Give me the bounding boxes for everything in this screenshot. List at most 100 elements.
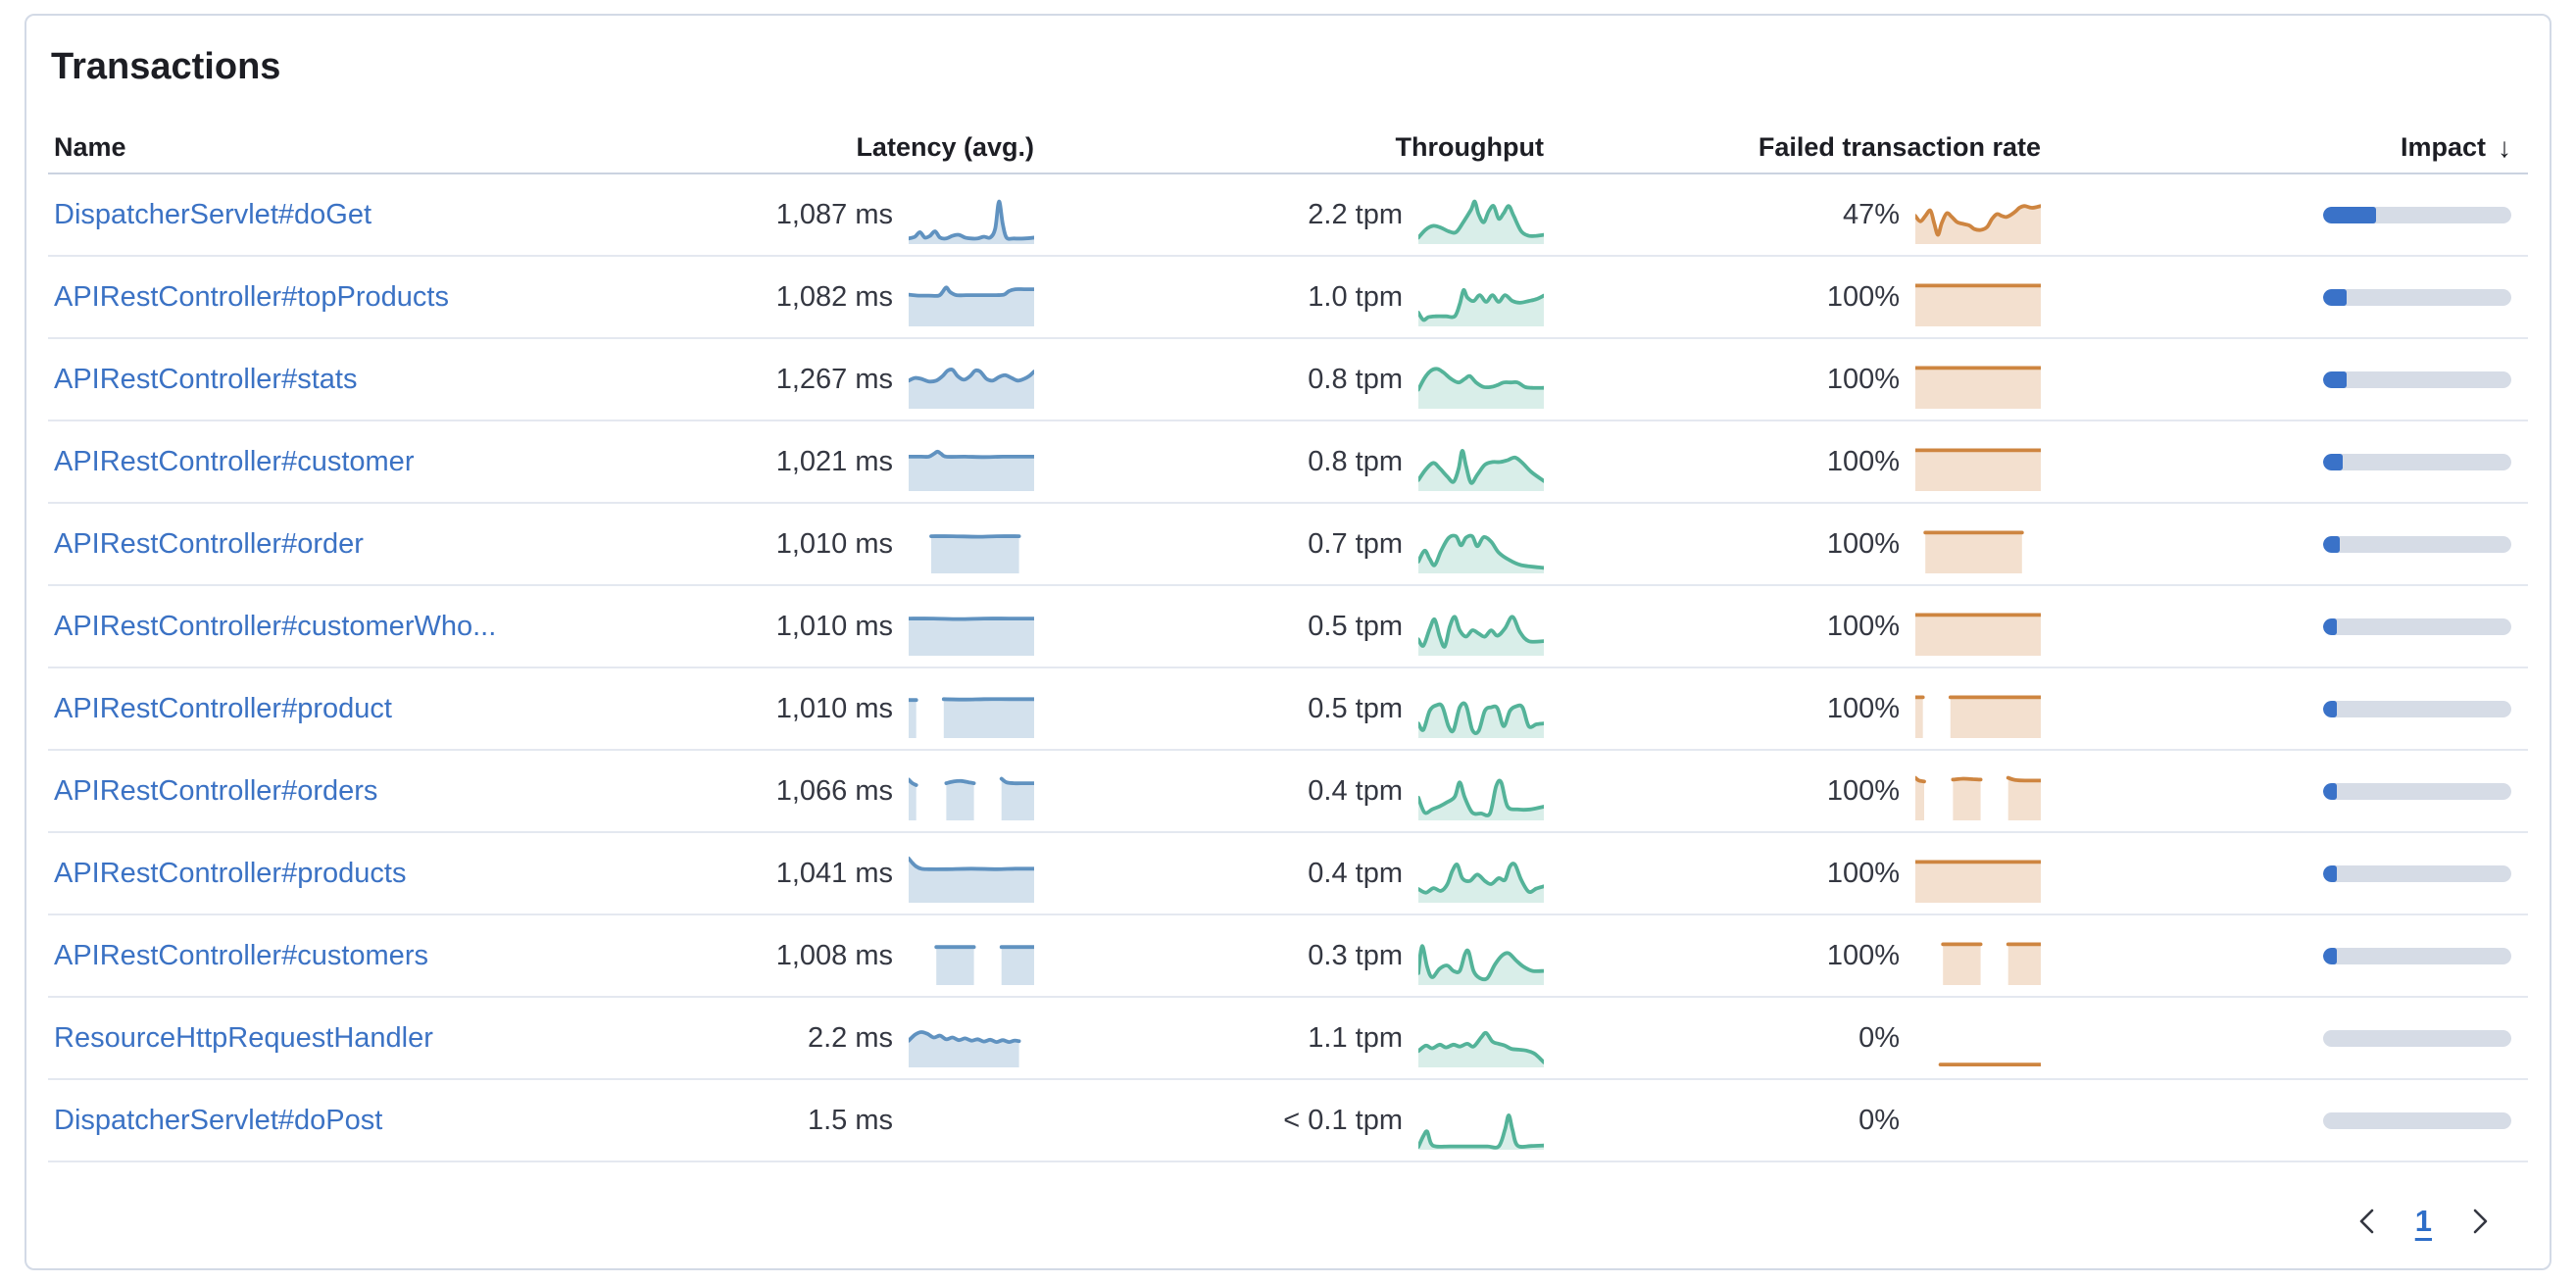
impact-bar-fill — [2323, 700, 2337, 717]
impact-cell — [2051, 947, 2528, 964]
latency-sparkline — [909, 449, 1034, 491]
transaction-link[interactable]: APIRestController#topProducts — [54, 280, 449, 313]
table-row: APIRestController#stats 1,267 ms 0.8 tpm 10… — [48, 339, 2528, 421]
column-header-failed[interactable]: Failed transaction rate — [1549, 132, 2051, 163]
metric-value: 0.3 tpm — [1308, 939, 1403, 971]
latency-sparkline — [909, 856, 1034, 903]
table-row: APIRestController#customer 1,021 ms 0.8 tp… — [48, 421, 2528, 504]
throughput-cell: 0.5 tpm — [1039, 602, 1549, 656]
table-row: APIRestController#product 1,010 ms 0.5 tpm… — [48, 668, 2528, 751]
failed-rate-sparkline — [1941, 942, 2041, 985]
column-header-impact[interactable]: Impact ↓ — [2051, 131, 2528, 163]
transaction-name-cell: APIRestController#stats — [48, 364, 608, 396]
throughput-cell: 0.7 tpm — [1039, 519, 1549, 573]
next-page-button[interactable] — [2461, 1201, 2499, 1242]
transaction-link[interactable]: APIRestController#product — [54, 692, 392, 724]
table-row: APIRestController#topProducts 1,082 ms 1.0… — [48, 257, 2528, 339]
impact-bar-fill — [2323, 288, 2347, 306]
table-row: APIRestController#customerWho... 1,010 ms… — [48, 586, 2528, 668]
impact-cell — [2051, 288, 2528, 306]
latency-cell: 1,010 ms — [608, 519, 1039, 573]
throughput-sparkline — [1418, 1030, 1544, 1067]
latency-cell: 1,010 ms — [608, 684, 1039, 738]
throughput-cell: 0.3 tpm — [1039, 931, 1549, 985]
transaction-link[interactable]: DispatcherServlet#doPost — [54, 1104, 383, 1136]
transaction-name-cell: APIRestController#topProducts — [48, 281, 608, 314]
latency-sparkline — [909, 776, 1034, 820]
throughput-sparkline — [1418, 448, 1544, 491]
transaction-link[interactable]: APIRestController#customer — [54, 445, 415, 477]
failed-rate-cell: 47% — [1549, 190, 2051, 244]
transaction-link[interactable]: APIRestController#stats — [54, 363, 358, 395]
metric-value: 2.2 ms — [807, 1021, 893, 1054]
table-row: APIRestController#orders 1,066 ms 0.4 tpm 1… — [48, 751, 2528, 833]
transaction-name-cell: ResourceHttpRequestHandler — [48, 1022, 608, 1055]
transaction-name-cell: APIRestController#customer — [48, 446, 608, 478]
impact-cell — [2051, 1029, 2528, 1047]
failed-rate-cell: 100% — [1549, 849, 2051, 903]
impact-bar-fill — [2323, 864, 2337, 882]
column-header-label: Failed transaction rate — [1758, 131, 2041, 162]
impact-bar — [2323, 1029, 2511, 1047]
column-header-label: Name — [54, 131, 126, 162]
impact-bar-fill — [2323, 617, 2337, 635]
page-number-1[interactable]: 1 — [2414, 1204, 2432, 1238]
throughput-sparkline — [1418, 199, 1544, 244]
impact-cell — [2051, 206, 2528, 223]
failed-rate-cell: 0% — [1549, 1013, 2051, 1066]
latency-cell: 1.5 ms — [608, 1096, 1039, 1145]
impact-bar — [2323, 782, 2511, 800]
previous-page-button[interactable] — [2349, 1201, 2386, 1242]
transaction-link[interactable]: APIRestController#products — [54, 857, 407, 889]
table-row: ResourceHttpRequestHandler 2.2 ms 1.1 tpm 0… — [48, 998, 2528, 1080]
transaction-link[interactable]: APIRestController#customers — [54, 939, 428, 971]
transactions-table: Name Latency (avg.) Throughput Failed trans… — [48, 122, 2528, 1162]
impact-cell — [2051, 535, 2528, 553]
transaction-link[interactable]: ResourceHttpRequestHandler — [54, 1021, 433, 1054]
impact-bar-fill — [2323, 453, 2343, 470]
transaction-link[interactable]: APIRestController#customerWho... — [54, 610, 497, 642]
latency-sparkline — [909, 285, 1034, 326]
latency-cell: 1,066 ms — [608, 766, 1039, 820]
throughput-sparkline — [1418, 701, 1544, 738]
throughput-sparkline — [1418, 778, 1544, 820]
metric-value: 0.4 tpm — [1308, 857, 1403, 889]
transaction-link[interactable]: DispatcherServlet#doGet — [54, 198, 372, 230]
throughput-cell: 0.5 tpm — [1039, 684, 1549, 738]
latency-cell: 1,010 ms — [608, 602, 1039, 656]
impact-bar — [2323, 947, 2511, 964]
failed-rate-sparkline — [1915, 283, 2041, 326]
latency-sparkline-empty — [909, 1101, 1034, 1150]
metric-value: 0% — [1858, 1104, 1900, 1136]
impact-cell — [2051, 700, 2528, 717]
metric-value: 1,010 ms — [775, 692, 893, 724]
table-row: DispatcherServlet#doGet 1,087 ms 2.2 tpm 47… — [48, 174, 2528, 257]
impact-cell — [2051, 453, 2528, 470]
pagination: 1 — [48, 1162, 2528, 1280]
metric-value: 1,041 ms — [775, 857, 893, 889]
column-header-name[interactable]: Name — [48, 132, 608, 163]
latency-sparkline — [934, 945, 1034, 985]
impact-bar-fill — [2323, 370, 2347, 388]
column-header-label: Impact — [2400, 132, 2486, 162]
metric-value: 1,021 ms — [775, 445, 893, 477]
metric-value: 100% — [1826, 610, 1900, 642]
transaction-link[interactable]: APIRestController#orders — [54, 774, 378, 807]
failed-rate-cell: 100% — [1549, 519, 2051, 573]
metric-value: 100% — [1826, 939, 1900, 971]
impact-bar-fill — [2323, 782, 2337, 800]
column-header-throughput[interactable]: Throughput — [1039, 132, 1549, 163]
metric-value: 1.5 ms — [807, 1104, 893, 1136]
column-header-latency[interactable]: Latency (avg.) — [608, 132, 1039, 163]
failed-rate-sparkline — [1915, 613, 2041, 656]
metric-value: 0.8 tpm — [1308, 363, 1403, 395]
throughput-cell: 0.8 tpm — [1039, 355, 1549, 409]
latency-sparkline — [909, 617, 1034, 656]
impact-bar-fill — [2323, 535, 2340, 553]
failed-rate-cell: 100% — [1549, 602, 2051, 656]
transaction-link[interactable]: APIRestController#order — [54, 527, 364, 560]
impact-cell — [2051, 370, 2528, 388]
metric-value: 1,082 ms — [775, 280, 893, 313]
impact-cell — [2051, 864, 2528, 882]
table-row: APIRestController#customers 1,008 ms 0.3 t… — [48, 915, 2528, 998]
